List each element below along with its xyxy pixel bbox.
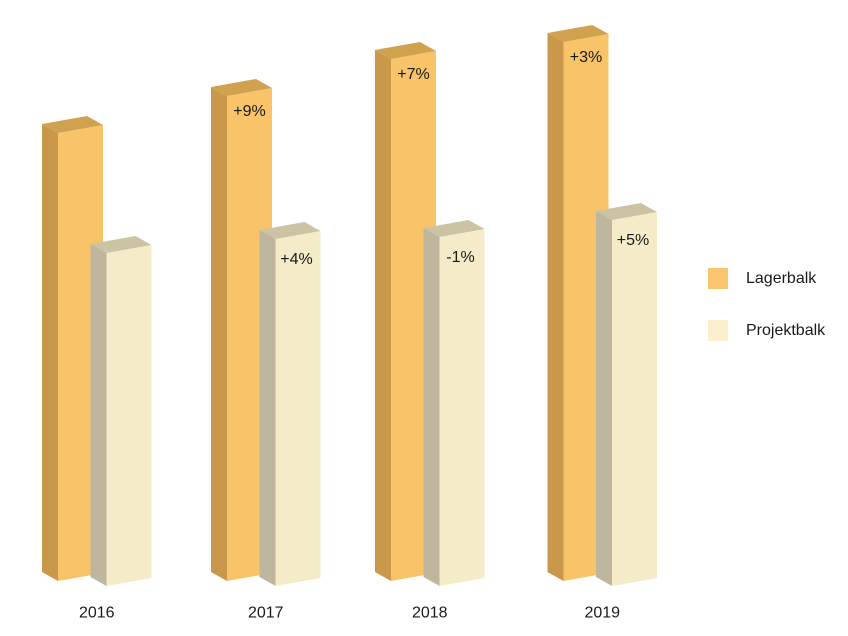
bar-face-side (375, 50, 391, 581)
bar-face-top (375, 42, 436, 59)
bar-label-projektbalk-2017: +4% (280, 251, 312, 268)
legend-item-lagerbalk: Lagerbalk (708, 268, 816, 289)
legend-item-projektbalk: Projektbalk (708, 320, 825, 341)
bar-face-top (596, 203, 657, 220)
bar-face-front (439, 229, 485, 586)
bar-face-top (211, 79, 272, 96)
bar-label-projektbalk-2019: +5% (617, 232, 649, 249)
bar-face-front (612, 212, 657, 586)
legend-swatch-projektbalk (708, 320, 728, 341)
bar-face-top (259, 222, 321, 239)
bar-face-front (275, 231, 321, 586)
bar-label-projektbalk-2018: -1% (446, 249, 474, 266)
bar-face-top (423, 220, 485, 237)
bar-label-lagerbalk-2019: +3% (570, 49, 602, 66)
category-label-2017: 2017 (248, 605, 284, 622)
bar-projektbalk-2017 (259, 222, 321, 586)
category-label-2018: 2018 (412, 605, 448, 622)
legend-label-lagerbalk: Lagerbalk (746, 269, 817, 287)
legend-swatch-lagerbalk (708, 268, 728, 289)
bar-face-side (547, 33, 564, 581)
bar-projektbalk-2018 (423, 220, 485, 586)
legend-label-projektbalk: Projektbalk (746, 321, 826, 339)
bar-projektbalk-2019 (596, 203, 657, 586)
category-label-2019: 2019 (584, 605, 620, 622)
bar-face-side (423, 228, 440, 586)
category-label-2016: 2016 (79, 605, 115, 622)
bar-face-top (547, 25, 609, 42)
bar-face-side (259, 230, 276, 586)
bar-face-top (42, 116, 103, 133)
bar-face-side (90, 244, 107, 586)
bar-face-top (90, 236, 152, 253)
bar-face-front (106, 245, 152, 586)
bar-label-lagerbalk-2017: +9% (233, 103, 265, 120)
bar-face-side (596, 211, 612, 586)
bar-face-side (211, 87, 227, 581)
bar-projektbalk-2016 (90, 236, 152, 586)
bar-face-side (42, 124, 58, 581)
bar-label-lagerbalk-2018: +7% (397, 66, 429, 83)
